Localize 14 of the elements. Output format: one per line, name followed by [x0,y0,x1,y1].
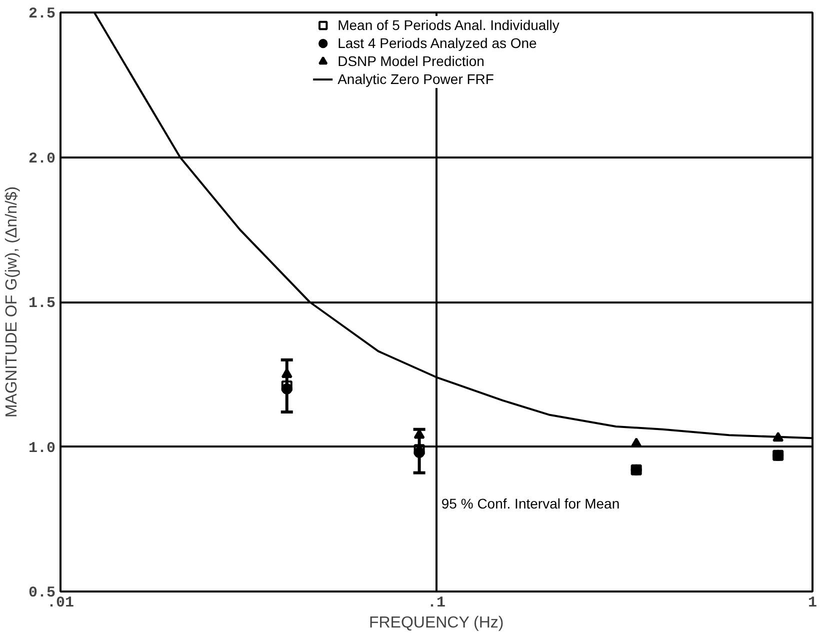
y-tick-label: 1.5 [28,295,56,312]
y-tick-label: 2.0 [28,150,56,168]
annotation: 95 % Conf. Interval for Mean [441,496,620,512]
y-axis-title: MAGNITUDE OF G(jw), (Δn/n/$) [3,186,20,418]
x-tick-label: .1 [428,594,446,612]
y-tick-label: 0.5 [28,584,56,602]
y-tick-label: 2.5 [28,6,56,22]
x-tick-label: 1 [808,594,818,612]
legend-label: Last 4 Periods Analyzed as One [338,34,537,52]
y-tick-label: 1.0 [28,440,56,457]
legend-label: DSNP Model Prediction [338,52,484,70]
legend-label: Analytic Zero Power FRF [338,70,494,88]
x-axis-title: FREQUENCY (Hz) [368,614,504,632]
legend-label: Mean of 5 Periods Anal. Individually [338,16,560,34]
